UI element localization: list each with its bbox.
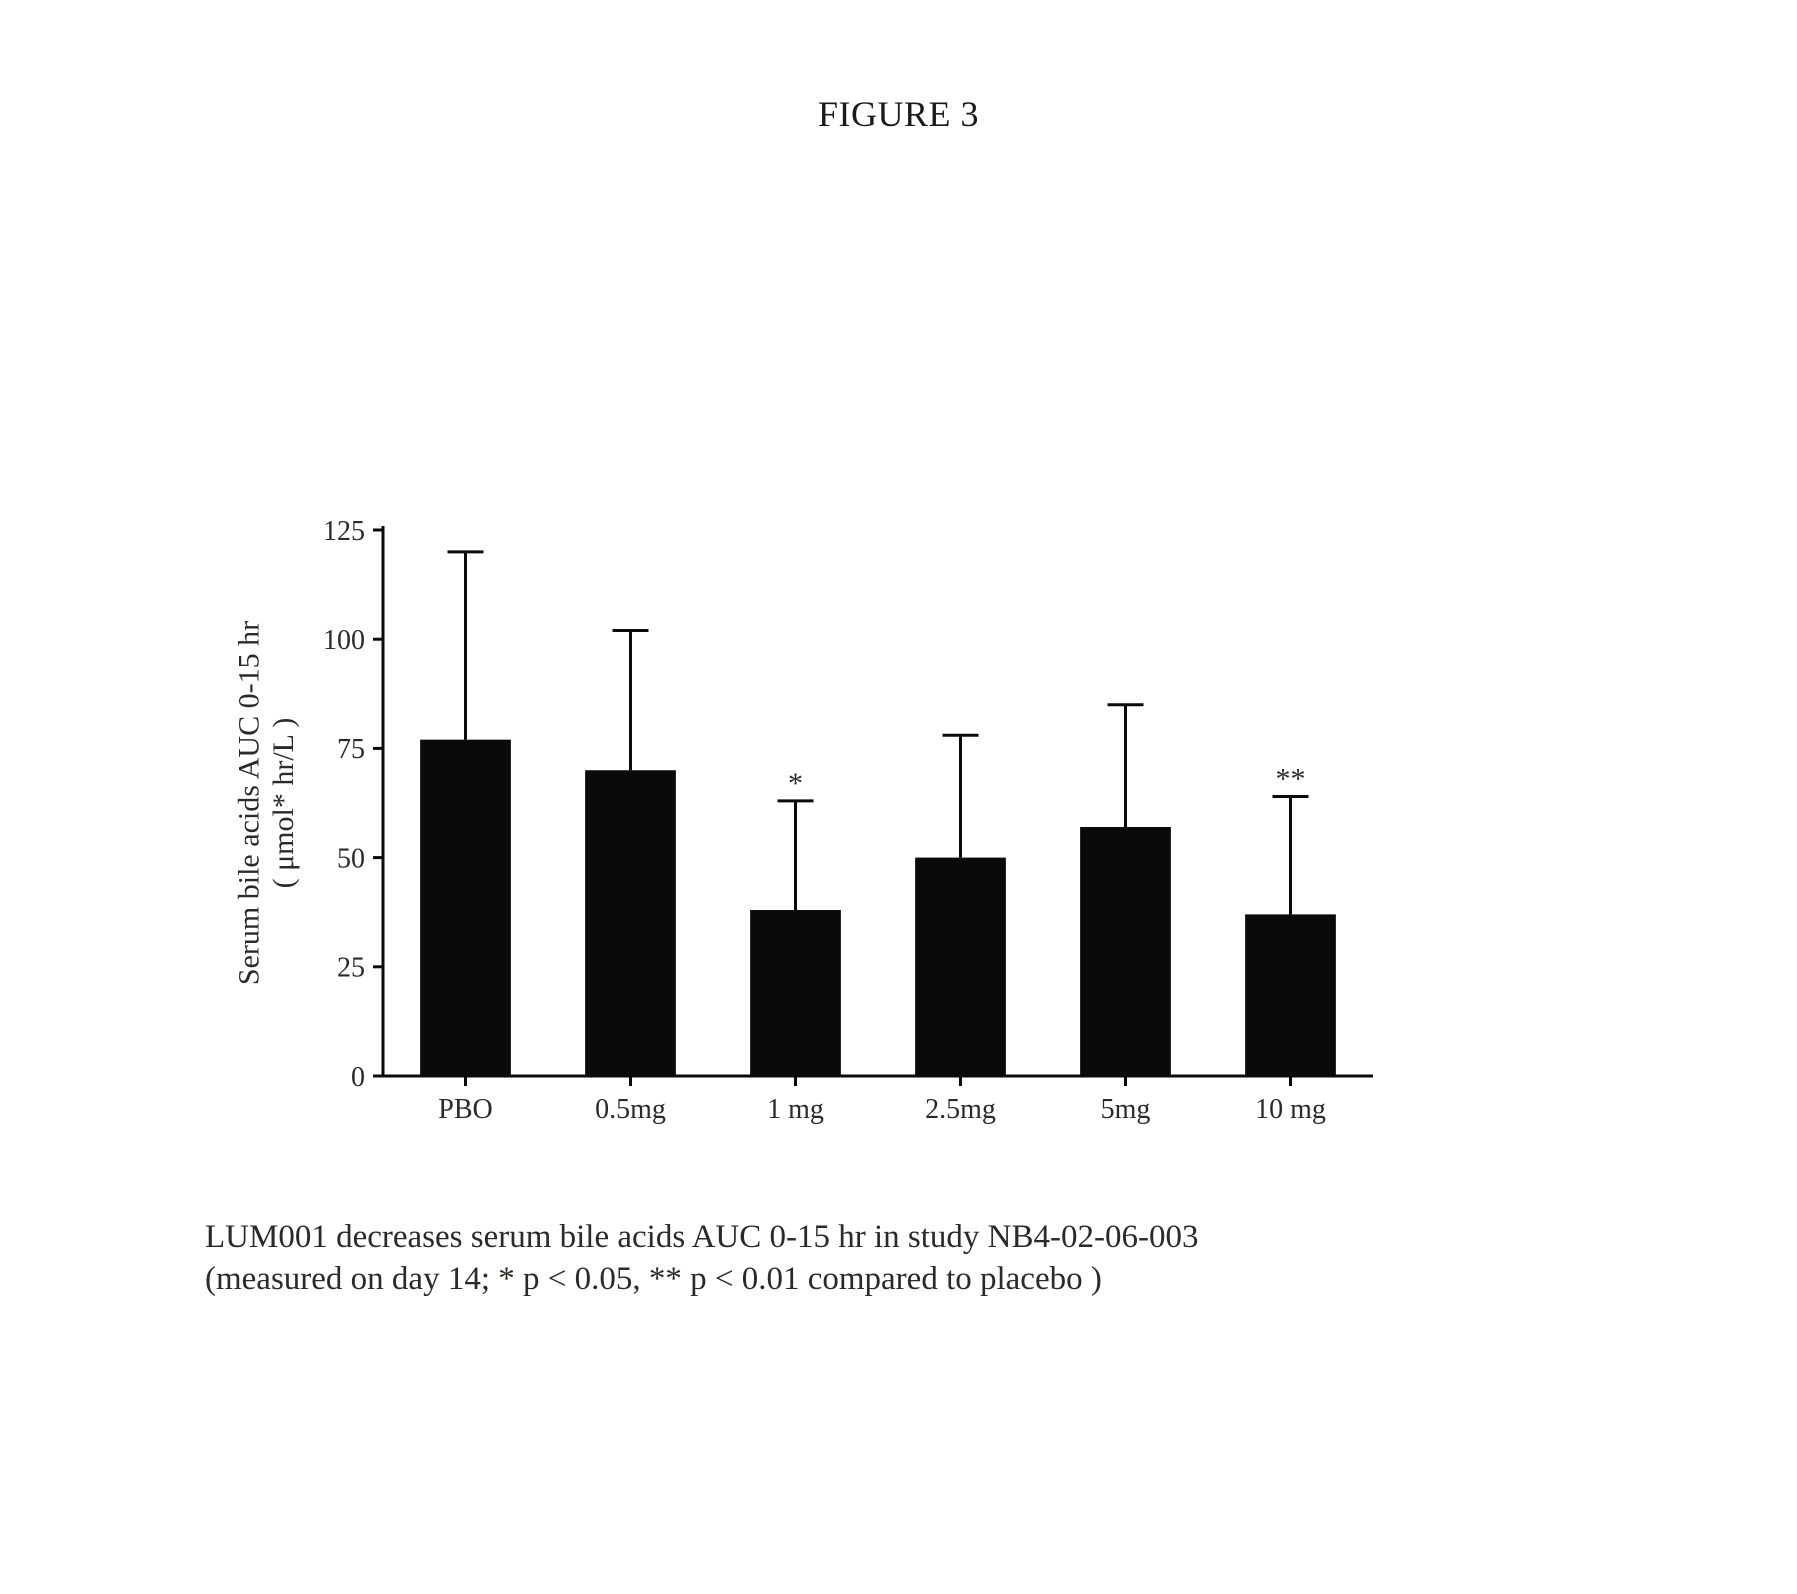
ytick-label: 125	[323, 520, 365, 547]
ytick-label: 100	[323, 625, 365, 656]
bar	[750, 910, 841, 1076]
caption-line-1: LUM001 decreases serum bile acids AUC 0-…	[205, 1219, 1199, 1256]
ytick-label: 25	[337, 953, 365, 984]
xtick-label: 10 mg	[1255, 1094, 1326, 1125]
ytick-label: 0	[351, 1062, 365, 1093]
ytick-label: 75	[337, 734, 365, 765]
bar	[1080, 827, 1171, 1076]
xtick-label: 1 mg	[767, 1094, 824, 1125]
ytick-label: 50	[337, 843, 365, 874]
xtick-label: PBO	[438, 1094, 492, 1125]
bar	[915, 858, 1006, 1076]
bar	[585, 770, 676, 1076]
chart-svg: 0 25 50 75 100 125 Serum bile acids AUC 0-15 h…	[235, 520, 1413, 1136]
bar-chart: 0 25 50 75 100 125 Serum bile acids AUC 0-15 h…	[235, 520, 1413, 1141]
bar	[1245, 914, 1336, 1076]
y-axis-label: Serum bile acids AUC 0-15 hr( μmol* hr/L…	[235, 621, 300, 985]
figure-title: FIGURE 3	[0, 93, 1797, 135]
significance-marker: **	[1276, 762, 1306, 795]
bar	[420, 740, 511, 1076]
caption-line-2: (measured on day 14; * p < 0.05, ** p < …	[205, 1261, 1102, 1298]
significance-marker: *	[788, 767, 803, 800]
xtick-label: 0.5mg	[595, 1094, 666, 1125]
page: FIGURE 3 0 25 50 75 100 125 Serum bile acids A…	[0, 0, 1797, 1594]
xtick-label: 5mg	[1101, 1094, 1151, 1125]
svg-text:( μmol* hr/L ): ( μmol* hr/L )	[267, 718, 300, 889]
xtick-label: 2.5mg	[925, 1094, 996, 1125]
svg-text:Serum bile acids AUC 0-15 hr: Serum bile acids AUC 0-15 hr	[235, 621, 265, 985]
